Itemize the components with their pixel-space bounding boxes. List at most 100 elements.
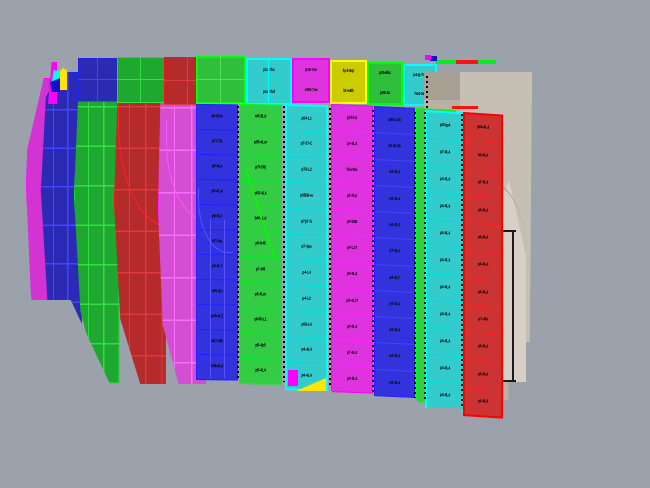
column-separator-dots-1 <box>237 106 239 378</box>
column-separator-dots-2 <box>283 106 285 382</box>
column-cell: p7-4L4 <box>332 339 372 368</box>
column-cell: p045-L1 <box>240 307 281 334</box>
column-cell: p05-L34 <box>375 107 414 136</box>
column-cell: p4-4L4 <box>427 328 463 358</box>
column-cell: p4-4L4 <box>375 185 414 214</box>
column-cell: p05-4Lm <box>240 130 281 157</box>
column-cell: p5-4La <box>197 155 237 181</box>
column-cell: p4-4L4 <box>332 131 372 159</box>
lower-silhouette-mask-mid3 <box>330 396 375 488</box>
column-cell: p4-4L4 <box>427 193 463 223</box>
column-cell: p4-4L4 <box>375 290 414 319</box>
column-separator-dots-3 <box>329 108 331 388</box>
column-cell: p4-4L4 <box>477 398 489 405</box>
column-cell: p4-4L4 <box>375 212 414 241</box>
column-cell: p4-4L4 <box>375 343 414 372</box>
transom-rudder-crossbar <box>492 230 516 232</box>
column-cell: p04-L5 <box>332 105 372 133</box>
accent-magenta-top-dot <box>425 55 431 60</box>
column-cell: b5s45s <box>332 157 372 185</box>
column-cell: p7-4ps <box>287 234 326 262</box>
column-cell: p08-L4 <box>287 311 326 339</box>
panel-cell-label: p4-g-7qp <box>413 71 427 78</box>
column-cell: p04-L1 <box>287 106 326 133</box>
panel-cell-label: p05-6bc <box>378 70 392 76</box>
top-panel-green-1-mesh <box>196 56 246 104</box>
column-cell: p4-4L4 <box>375 317 414 346</box>
column-cell: p7-C31 <box>197 130 237 156</box>
column-cell: p4-4L4 <box>427 220 463 250</box>
column-cell: p4-4L4 <box>389 379 400 386</box>
column-cell: p7p7-G <box>287 208 326 236</box>
column-separator-dots-4 <box>372 110 374 392</box>
stiffener-column-cyan-2[interactable]: p0-bp4 p7-4L4 p4-4L4 p4-4L4 p4-4L4 p4-4L… <box>425 110 465 413</box>
stiffener-column-blue-2[interactable]: p05-L34 p5-4L4b b4-4L4 p4-4L4 p4-4L4 p7-… <box>374 106 415 398</box>
column-cell: p4-4L7f <box>332 287 372 316</box>
column-separator-dots-6 <box>461 114 463 408</box>
column-cell: b4-4L4 <box>375 159 414 188</box>
top-panel-yellow-1[interactable]: fp-k-8qr bt-w8b <box>330 60 367 104</box>
column-cell: p5-4L4b <box>375 133 414 162</box>
top-panel-cyan-1-divider <box>268 58 270 105</box>
column-cell: p4-4L4 <box>465 223 501 254</box>
column-cell: p4-4L4 <box>465 333 501 363</box>
accent-red-top-strip <box>456 60 478 64</box>
column-cell: p4-4L4 <box>427 166 463 196</box>
column-cell: p4-4L4 <box>427 301 463 331</box>
shell-shoulder-blue-mesh <box>78 58 118 102</box>
column-cell: p4-4L4 <box>427 247 463 277</box>
column-separator-dots-5 <box>414 112 416 398</box>
accent-blue-top-dot <box>430 56 437 61</box>
column-cell: p0508-m <box>287 183 326 211</box>
column-cell: p7-4L4 <box>427 139 463 169</box>
column-cell: m5-5Ld <box>240 105 281 132</box>
panel-cell-label: bt-w8b <box>343 88 354 94</box>
panel-cell-label: p18-7ae <box>305 66 317 73</box>
transom-face-outer[interactable] <box>424 72 460 102</box>
column-cell: p5-4Lm <box>240 282 281 309</box>
column-cell: p4-4L4 <box>427 355 463 385</box>
accent-blue-bow-tip <box>50 78 60 92</box>
column-cell: p5-4Lk <box>332 183 372 211</box>
column-cell: p4-4L4 <box>287 337 326 365</box>
column-cell: p4-4L4 <box>332 313 372 342</box>
column-cell: p7-4L4 <box>375 238 414 267</box>
column-cell: p78-L2 <box>287 157 326 185</box>
column-cell: p4-4L4 <box>465 196 501 226</box>
column-cell: p4-4L4 <box>465 278 501 309</box>
top-panel-green-2[interactable]: p05-6bc p06-2a <box>367 62 403 105</box>
column-cell: p4-L37 <box>332 235 372 264</box>
column-cell: p4-4L4 <box>346 375 358 382</box>
column-cell: p4-4L4 <box>465 250 501 281</box>
lower-silhouette-mask-mid2 <box>286 391 332 488</box>
shell-shoulder-green-mesh <box>117 57 165 103</box>
lower-silhouette-mask-mid5 <box>415 408 461 488</box>
column-cell: p4-4L4 <box>439 392 451 399</box>
column-cell: p4-b08 <box>332 209 372 238</box>
column-cell: p4-L2 <box>287 286 326 314</box>
accent-magenta-notch <box>288 370 298 386</box>
lower-silhouette-mask-mid4 <box>373 400 417 488</box>
lower-silhouette-mask-mid <box>238 390 286 488</box>
column-cell: p7-4f8 <box>240 257 281 284</box>
accent-green-top-strip-2 <box>478 60 496 64</box>
top-panel-magenta-1[interactable]: p18-7ae m05-7ae <box>292 58 330 103</box>
stiffener-column-red-1[interactable]: p04-4L4 b4-4L4 p7-4L4 p4-4L4 p4-4L4 p4-4… <box>463 112 503 419</box>
accent-red-transom-foot <box>452 106 478 109</box>
column-cell: p7-37-C <box>287 131 326 159</box>
accent-green-top-strip <box>436 60 456 64</box>
lower-silhouette-mask-transom <box>503 404 650 488</box>
panel-cell-label: p06-2a <box>379 89 391 96</box>
column-cell: p5-4p5 <box>240 333 281 360</box>
column-cell: p4-L4 <box>287 260 326 288</box>
column-cell: p4-4L4 <box>427 274 463 304</box>
panel-cell-label: h04-6w <box>414 90 426 97</box>
panel-cell-label: m05-7ae <box>304 87 318 93</box>
column-cell: p0-02m <box>197 105 237 131</box>
stiffener-column-cyan-1[interactable]: p04-L1 p7-37-C p78-L2 p0508-m p7p7-G p7-… <box>285 104 328 392</box>
column-separator-dots-7 <box>424 112 426 402</box>
panel-cell-label: fp-k-8qr <box>342 68 355 74</box>
stiffener-column-magenta-1[interactable]: p04-L5 p4-4L4 b5s45s p5-4Lk p4-b08 p4-L3… <box>331 104 373 394</box>
column-cell: p7-4L4 <box>465 168 501 199</box>
